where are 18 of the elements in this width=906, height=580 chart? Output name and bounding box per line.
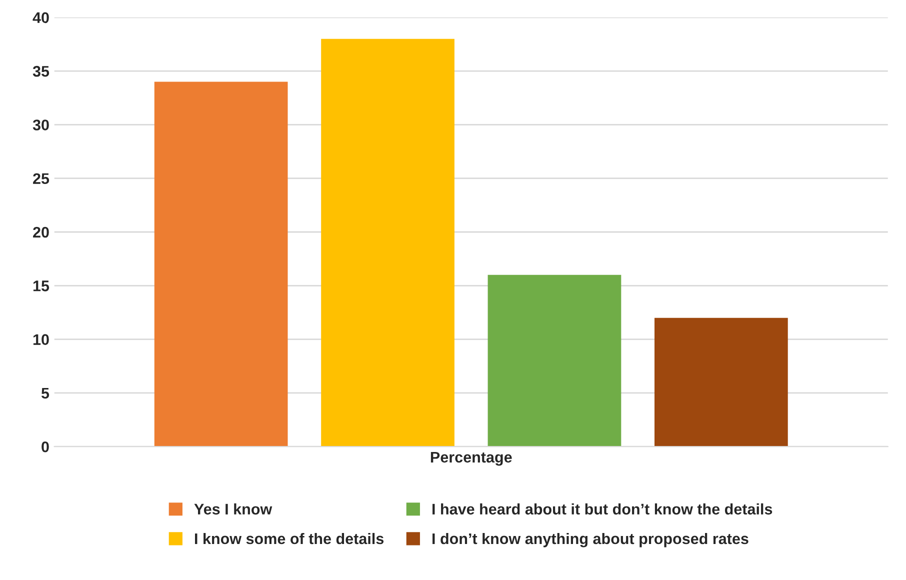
- y-tick-label: 20: [33, 226, 49, 238]
- y-tick-label: 40: [32, 12, 49, 24]
- bar: [154, 82, 288, 447]
- legend-label: I know some of the details: [195, 532, 384, 544]
- legend-label: I don’t know anything about proposed rates: [432, 532, 748, 548]
- bar: [488, 274, 622, 447]
- legend-label: I have heard about it but don’t know the details: [432, 503, 772, 515]
- y-tick-label: 0: [42, 441, 49, 452]
- y-tick-label: 25: [33, 173, 50, 184]
- y-tick-label: 15: [33, 280, 50, 292]
- bar: [321, 38, 454, 447]
- legend-label: Yes I know: [194, 503, 272, 515]
- y-tick-label: 5: [41, 388, 50, 399]
- y-tick-label: 35: [32, 66, 50, 77]
- y-tick-label: 10: [33, 334, 49, 345]
- y-tick-label: 30: [32, 120, 49, 130]
- x-tick-label: Percentage: [430, 452, 512, 466]
- bar: [654, 318, 788, 447]
